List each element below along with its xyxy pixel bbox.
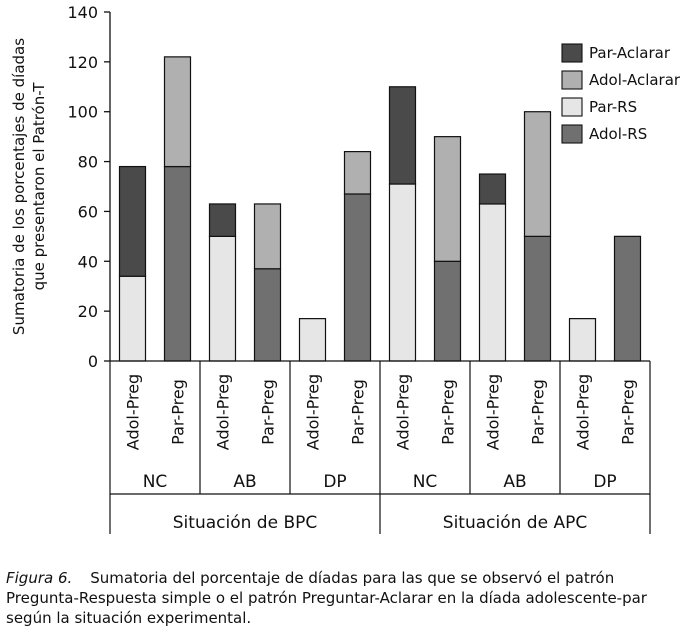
figure-label: Figura 6. [6,569,73,587]
legend-swatch [561,97,583,117]
group-label: NC [143,472,168,492]
stacked-bar-chart: 0 20 40 60 80 100 120 140 Sumatoria de los porce… [10,3,680,534]
bar-segment-adol-rs [433,260,462,362]
x-category-label: Adol-Preg [394,374,413,450]
y-tick-label: 100 [67,103,98,122]
bar-segment-adol-rs [163,165,192,362]
bar-segment-par-rs [478,203,507,362]
x-category-label: Par-Preg [619,379,638,445]
legend-label: Par-Aclarar [589,44,671,62]
legend-swatch [561,43,583,63]
bar-segment-adol-rs [343,193,372,362]
x-category-label: Par-Preg [259,379,278,445]
caption-text: Sumatoria del porcentaje de díadas para … [6,569,647,627]
group-label: DP [593,472,616,492]
x-category-label: Par-Preg [169,379,188,445]
group-label: AB [503,472,526,492]
legend-label: Par-RS [589,98,637,116]
bar-segment-par-aclarar [208,203,237,237]
y-tick-label: 140 [67,3,98,22]
group-label: AB [233,472,256,492]
group-label: NC [413,472,438,492]
x-category-label: Adol-Preg [214,374,233,450]
y-tick-label: 120 [67,53,98,72]
y-tick-label: 60 [78,202,98,221]
bar-segment-par-rs [298,318,327,362]
y-tick-label: 40 [78,252,98,271]
bar-segment-adol-rs [253,268,282,362]
y-tick-label: 0 [88,352,98,371]
x-category-label: Par-Preg [529,379,548,445]
legend-label: Adol-RS [589,125,647,143]
x-category-label: Adol-Preg [304,374,323,450]
bar-segment-adol-aclarar [343,151,372,195]
bar-segment-adol-aclarar [253,203,282,270]
bar-segment-par-rs [118,275,147,362]
bar-segment-par-aclarar [478,173,507,205]
y-tick-label: 20 [78,302,98,321]
bar-segment-adol-rs [613,235,642,362]
x-category-label: Par-Preg [349,379,368,445]
legend-swatch [561,124,583,144]
legend-swatch [561,70,583,90]
y-axis-title-line: Sumatoria de los porcentajes de díadas [10,38,28,335]
y-tick-label: 80 [78,153,98,172]
bar-segment-par-rs [568,318,597,362]
bar-segment-adol-aclarar [163,56,192,168]
situation-label: Situación de APC [443,513,587,533]
bar-segment-par-aclarar [118,165,147,277]
x-category-label: Par-Preg [439,379,458,445]
bar-segment-adol-rs [523,235,552,362]
group-label: DP [323,472,346,492]
bar-segment-adol-aclarar [523,111,552,237]
x-category-label: Adol-Preg [484,374,503,450]
x-category-label: Adol-Preg [574,374,593,450]
x-category-label: Adol-Preg [124,374,143,450]
situation-label: Situación de BPC [173,513,317,533]
y-axis-title-line: que presentaron el Patrón-T [30,82,48,291]
bar-segment-par-aclarar [388,86,417,185]
bar-segment-adol-aclarar [433,136,462,262]
bar-segment-par-rs [388,183,417,362]
bar-segment-par-rs [208,235,237,362]
figure-caption: Figura 6. Sumatoria del porcentaje de día… [6,568,674,628]
legend-label: Adol-Aclarar [589,71,680,89]
